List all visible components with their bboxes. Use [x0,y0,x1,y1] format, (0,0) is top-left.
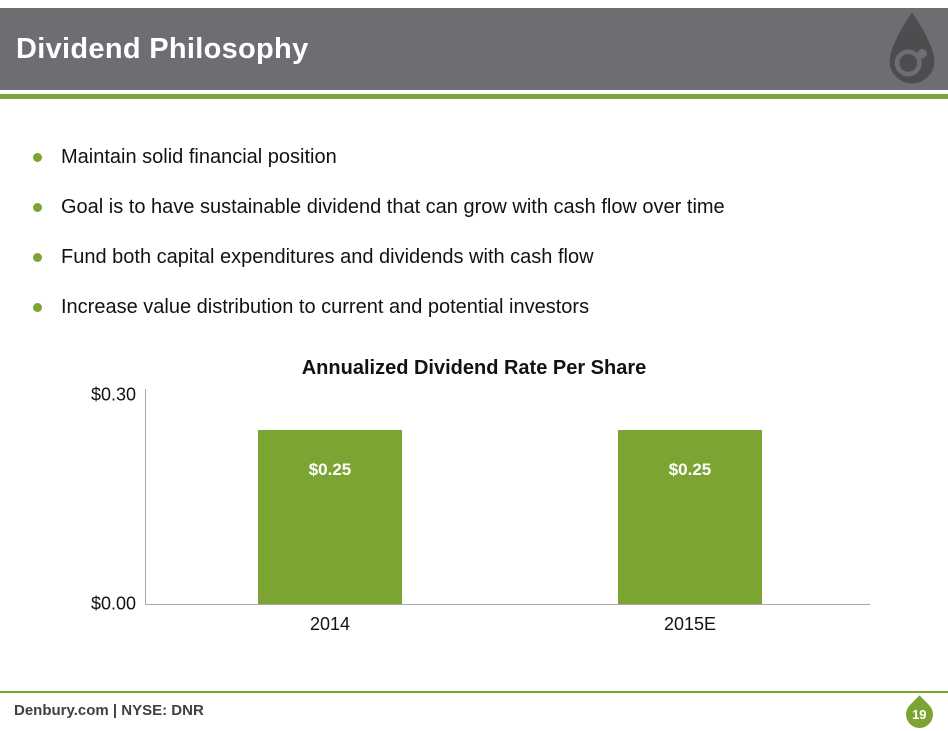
bar-2015e: $0.25 [618,429,762,604]
bars-area: $0.25 $0.25 [145,395,870,604]
bullet-dot-icon [33,302,42,312]
header-divider [0,94,948,99]
page-number: 19 [912,707,927,722]
slide-footer: Denbury.com | NYSE: DNR 19 [0,691,948,731]
bar-2014: $0.25 [258,429,402,604]
denbury-droplet-logo-icon [884,9,940,92]
page-number-badge: 19 [900,695,939,731]
slide-header: Dividend Philosophy [0,8,948,90]
bar-value-label: $0.25 [668,459,712,479]
bullet-dot-icon [33,152,42,162]
bullet-item: Goal is to have sustainable dividend tha… [33,195,948,219]
y-tick-max: $0.30 [90,384,136,405]
footer-site-text: Denbury.com | NYSE: DNR [14,702,204,719]
y-tick-min: $0.00 [90,593,136,614]
bullet-item: Increase value distribution to current a… [33,295,948,319]
bullet-dot-icon [33,252,42,262]
y-axis-line [145,389,146,604]
bullet-dot-icon [33,202,42,212]
chart-title: Annualized Dividend Rate Per Share [301,357,647,379]
page-title: Dividend Philosophy [16,32,309,65]
x-label-2015e: 2015E [663,614,717,634]
bullet-text: Fund both capital expenditures and divid… [61,246,594,268]
bullet-text: Goal is to have sustainable dividend tha… [61,196,725,218]
bullet-list: Maintain solid financial position Goal i… [33,145,948,319]
bar-value-label: $0.25 [308,459,352,479]
chart-plot: $0.30 $0.00 $0.25 $0.25 2014 2015E [0,384,948,646]
bullet-item: Fund both capital expenditures and divid… [33,245,948,269]
x-axis-line [145,604,870,605]
bullet-item: Maintain solid financial position [33,145,948,169]
footer-divider [0,691,948,693]
x-label-2014: 2014 [309,614,351,634]
bullet-text: Maintain solid financial position [61,146,337,168]
dividend-rate-chart: Annualized Dividend Rate Per Share $0.30… [0,357,948,646]
top-margin [0,0,948,8]
bullet-text: Increase value distribution to current a… [61,296,590,318]
